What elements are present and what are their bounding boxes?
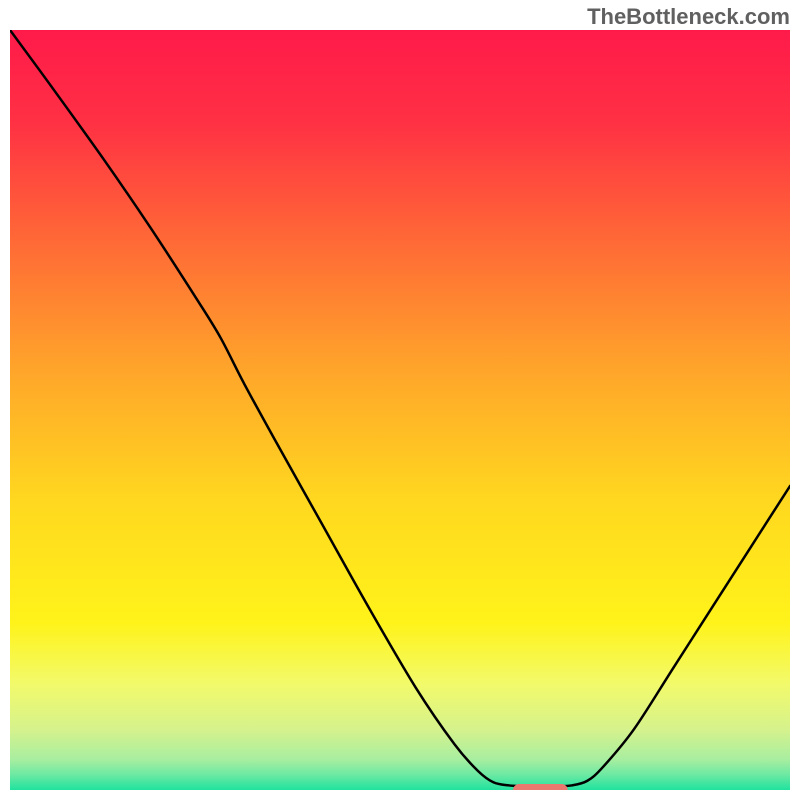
watermark-text: TheBottleneck.com (587, 4, 790, 30)
optimal-marker (513, 784, 568, 790)
chart-background (10, 30, 790, 790)
plot-svg (10, 30, 790, 790)
plot-area (10, 30, 790, 790)
bottleneck-chart: TheBottleneck.com (0, 0, 800, 800)
